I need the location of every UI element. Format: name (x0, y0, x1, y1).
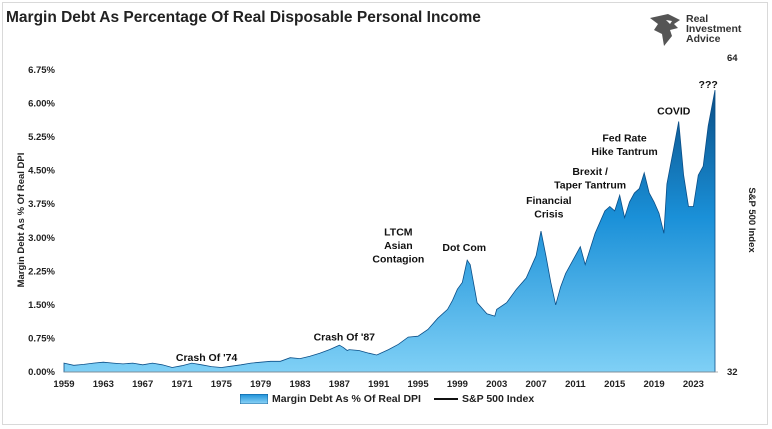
annotation-label: Taper Tantrum (554, 180, 626, 192)
y2-axis-label: S&P 500 Index (746, 187, 757, 253)
y-tick-label: 0.75% (28, 333, 55, 344)
y-tick-label: 4.50% (28, 166, 55, 177)
legend-item-margin-debt: Margin Debt As % Of Real DPI (240, 393, 421, 405)
y-tick-label: 3.75% (28, 199, 55, 210)
annotation-label: Asian (384, 240, 413, 252)
y2-axis-ticks: 32 64 (727, 53, 738, 378)
brand-logo: Real Investment Advice (648, 12, 758, 52)
y-tick-label: 1.50% (28, 300, 55, 311)
annotation-label: Crash Of '87 (314, 332, 376, 344)
chart-title: Margin Debt As Percentage Of Real Dispos… (6, 9, 481, 26)
x-tick-label: 1987 (329, 379, 350, 390)
legend-item-sp500: S&P 500 Index (434, 393, 534, 405)
x-tick-label: 2011 (565, 379, 586, 390)
annotation-label: Dot Com (442, 242, 486, 254)
x-tick-label: 1999 (447, 379, 468, 390)
y-axis-ticks: 0.00% 0.75% 1.50% 2.25% 3.00% 3.75% 4.50% 5.25%… (28, 65, 55, 378)
annotation-label: Fed Rate (602, 133, 647, 145)
x-tick-label: 2007 (525, 379, 546, 390)
eagle-icon (650, 14, 680, 46)
annotation-label: Crisis (534, 209, 563, 221)
y-tick-label: 5.25% (28, 132, 55, 143)
x-tick-label: 1971 (171, 379, 193, 390)
x-axis-ticks: 1959 1963 1967 1971 1975 1979 1983 1987 1991 1995… (53, 379, 704, 390)
annotation-label: Crash Of '74 (176, 352, 238, 364)
x-tick-label: 1963 (93, 379, 114, 390)
x-tick-label: 1975 (211, 379, 233, 390)
y-tick-label: 2.25% (28, 266, 55, 277)
margin-debt-area (63, 90, 716, 373)
x-tick-label: 1995 (407, 379, 429, 390)
annotation-label: Brexit / (572, 166, 608, 178)
y-tick-label: 6.75% (28, 65, 55, 76)
legend-label-sp500: S&P 500 Index (462, 393, 535, 405)
x-tick-label: 2003 (486, 379, 507, 390)
annotation-label: Financial (526, 195, 572, 207)
x-tick-label: 1959 (53, 379, 74, 390)
legend-swatch-line (434, 398, 458, 401)
y2-tick-label: 64 (727, 53, 738, 64)
x-tick-label: 1967 (132, 379, 153, 390)
legend-swatch-area (240, 394, 268, 405)
brand-line-3: Advice (686, 33, 721, 45)
x-tick-label: 2023 (683, 379, 704, 390)
annotation-label: Contagion (372, 253, 424, 265)
legend: Margin Debt As % Of Real DPI S&P 500 Ind… (0, 393, 772, 411)
x-tick-label: 2019 (644, 379, 665, 390)
x-tick-label: 1983 (289, 379, 310, 390)
y-tick-label: 6.00% (28, 99, 55, 110)
x-tick-label: 1991 (368, 379, 390, 390)
annotations: Crash Of '74 Crash Of '87 LTCMAsianContagi… (176, 79, 718, 364)
brand-line-1: Real (686, 13, 709, 25)
brand-name: Real Investment Advice (686, 13, 742, 45)
annotation-label: COVID (657, 106, 691, 118)
annotation-label: Hike Tantrum (591, 146, 657, 158)
legend-label-margin-debt: Margin Debt As % Of Real DPI (272, 393, 421, 405)
x-tick-label: 1979 (250, 379, 271, 390)
y-axis-label: Margin Debt As % Of Real DPI (16, 153, 27, 288)
y2-tick-label: 32 (727, 367, 738, 378)
y-tick-label: 0.00% (28, 367, 55, 378)
annotation-label: LTCM (384, 227, 413, 239)
x-tick-label: 2015 (604, 379, 626, 390)
brand-line-2: Investment (686, 23, 742, 35)
annotation-label: ??? (699, 79, 718, 91)
y-tick-label: 3.00% (28, 233, 55, 244)
